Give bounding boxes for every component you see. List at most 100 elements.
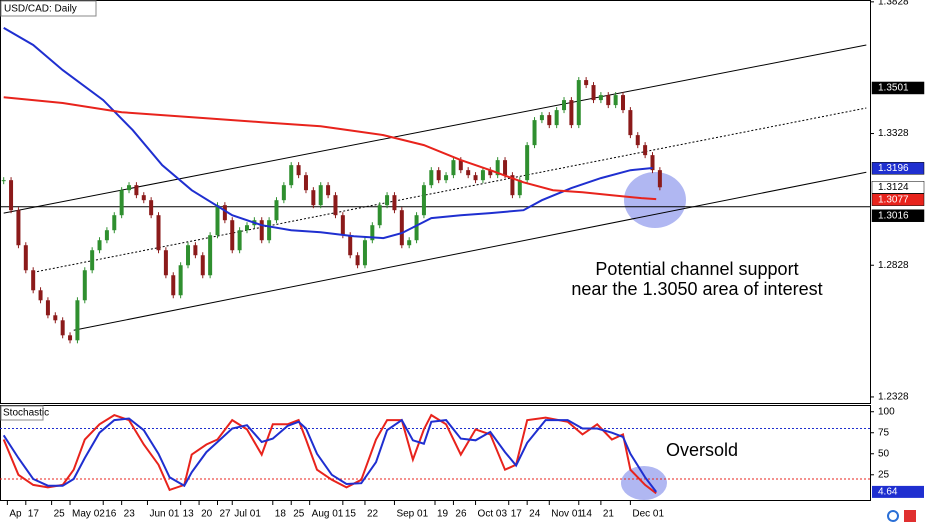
- candle: [510, 175, 515, 196]
- candle: [621, 95, 626, 111]
- candle: [326, 185, 331, 196]
- candle: [215, 205, 220, 236]
- candle: [244, 225, 249, 231]
- candle: [643, 145, 648, 156]
- candle: [127, 185, 132, 191]
- candle: [562, 100, 567, 111]
- price-label: 1.3016: [878, 210, 909, 221]
- price-label-box: [871, 81, 925, 95]
- y-tick-label: 100: [878, 406, 895, 417]
- candle: [657, 170, 662, 188]
- stochastic-line: [2, 413, 657, 495]
- y-tick-label: 1.3828: [878, 0, 909, 7]
- price-label: 1.3196: [878, 163, 909, 174]
- candle: [237, 230, 242, 251]
- candle: [171, 275, 176, 296]
- candle: [333, 195, 338, 216]
- candle: [311, 190, 316, 206]
- candle: [525, 145, 530, 181]
- candle: [259, 220, 264, 241]
- candle: [554, 110, 559, 126]
- candle: [163, 250, 168, 276]
- candle: [650, 155, 655, 171]
- candle: [385, 195, 390, 206]
- candle: [281, 185, 286, 201]
- candle: [104, 230, 109, 241]
- annotation: near the 1.3050 area of interest: [571, 279, 822, 299]
- candle: [488, 170, 493, 176]
- candle: [421, 185, 426, 216]
- candle: [503, 160, 508, 176]
- candle: [414, 215, 419, 241]
- x-tick-label: 21: [603, 509, 615, 520]
- candle: [222, 205, 227, 221]
- candle: [45, 300, 50, 316]
- price-label: 4.64: [878, 487, 898, 498]
- icon[interactable]: [887, 510, 899, 522]
- x-tick-label: 25: [293, 509, 305, 520]
- candle: [178, 265, 183, 296]
- candle: [303, 175, 308, 191]
- x-tick-label: Ap: [9, 509, 22, 520]
- moving-average: [3, 96, 657, 201]
- x-tick-label: 25: [54, 509, 66, 520]
- x-tick-label: May 02: [72, 509, 105, 520]
- candle: [628, 110, 633, 136]
- candle: [82, 270, 87, 301]
- icon[interactable]: [904, 510, 916, 522]
- candle: [296, 165, 301, 176]
- x-tick-label: 13: [183, 509, 195, 520]
- candle: [340, 215, 345, 236]
- candle: [495, 160, 500, 176]
- candle: [436, 170, 441, 181]
- candle: [16, 210, 21, 246]
- candle: [9, 180, 14, 211]
- candle: [392, 195, 397, 211]
- price-panel: [0, 0, 871, 404]
- candle: [606, 95, 611, 106]
- price-label: 1.3077: [878, 194, 909, 205]
- x-tick-label: Aug 01: [312, 509, 344, 520]
- price-label-box: [871, 162, 925, 175]
- y-tick-label: 1.3328: [878, 128, 909, 139]
- candle: [267, 220, 272, 241]
- candle: [38, 290, 43, 301]
- candle: [112, 215, 117, 231]
- indicator-title: Stochastic: [3, 408, 49, 419]
- candle: [193, 245, 198, 256]
- x-tick-label: 14: [581, 509, 593, 520]
- candle: [480, 170, 485, 181]
- candle: [635, 135, 640, 146]
- candle: [598, 95, 603, 101]
- y-tick-label: 50: [878, 448, 890, 459]
- candle: [576, 80, 581, 126]
- x-tick-label: Sep 01: [396, 509, 428, 520]
- candle: [318, 185, 323, 206]
- candle: [119, 190, 124, 216]
- candle: [532, 120, 537, 146]
- candle: [60, 320, 65, 336]
- candle: [613, 95, 618, 106]
- candle: [23, 245, 28, 271]
- x-tick-label: 23: [124, 509, 136, 520]
- annotation: Potential channel support: [595, 259, 798, 279]
- candle: [377, 205, 382, 226]
- x-tick-label: Jun 01: [149, 509, 179, 520]
- y-tick-label: 1.2328: [878, 392, 909, 403]
- candle: [53, 315, 58, 321]
- candle: [584, 80, 589, 86]
- candle: [134, 185, 139, 196]
- channel-line: [73, 171, 867, 331]
- candle: [539, 115, 544, 121]
- x-tick-label: 17: [28, 509, 40, 520]
- title-box: [0, 405, 44, 421]
- chart-title: USD/CAD: Daily: [4, 4, 77, 15]
- candle: [547, 115, 552, 126]
- candle: [370, 225, 375, 241]
- channel-line: [33, 107, 867, 273]
- title-box: [0, 0, 97, 17]
- candle: [444, 175, 449, 181]
- x-tick-label: Oct 03: [478, 509, 508, 520]
